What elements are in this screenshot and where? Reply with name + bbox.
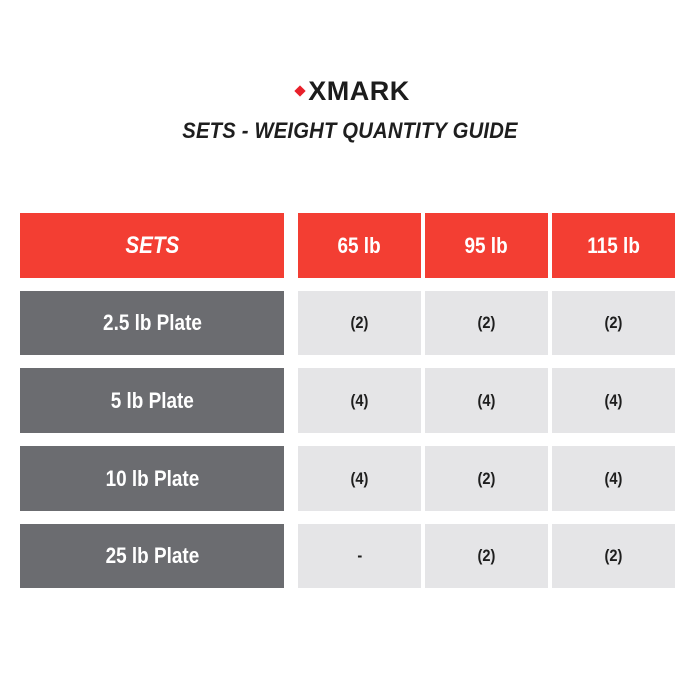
row-label: 2.5 lb Plate <box>102 310 202 335</box>
row-label-5lb: 5 lb Plate <box>20 368 284 433</box>
brand-logo: XMARK <box>0 76 700 106</box>
cell-value: - <box>357 546 362 565</box>
row-label-2-5lb: 2.5 lb Plate <box>20 291 284 355</box>
cell-value: (2) <box>477 468 496 488</box>
table-cell: - <box>298 524 421 588</box>
table-cell: (4) <box>298 368 421 433</box>
table-cell: (2) <box>552 524 675 588</box>
header-label: SETS <box>125 231 179 259</box>
cell-value: (4) <box>604 468 623 488</box>
table-cell: (2) <box>425 446 548 511</box>
cell-value: (2) <box>604 313 623 332</box>
row-label-25lb: 25 lb Plate <box>20 524 284 588</box>
cell-value: (4) <box>350 390 369 410</box>
row-label: 5 lb Plate <box>110 387 194 413</box>
header-cell-95lb: 95 lb <box>425 213 548 278</box>
cell-value: (2) <box>477 313 496 332</box>
header-cell-115lb: 115 lb <box>552 213 675 278</box>
table-cell: (4) <box>552 368 675 433</box>
header-cell-sets: SETS <box>20 213 284 278</box>
row-label-10lb: 10 lb Plate <box>20 446 284 511</box>
column-header: 95 lb <box>464 232 509 258</box>
table-cell: (2) <box>552 291 675 355</box>
cell-value: (2) <box>604 546 623 565</box>
table-cell: (4) <box>298 446 421 511</box>
diamond-icon <box>294 85 306 97</box>
table-cell: (2) <box>425 291 548 355</box>
header-cell-65lb: 65 lb <box>298 213 421 278</box>
cell-value: (4) <box>477 390 496 410</box>
row-label: 10 lb Plate <box>105 465 199 491</box>
cell-value: (2) <box>477 546 496 565</box>
table-cell: (2) <box>298 291 421 355</box>
table-cell: (4) <box>425 368 548 433</box>
brand-name: XMARK <box>308 76 410 106</box>
cell-value: (2) <box>350 313 369 332</box>
column-header: 115 lb <box>587 232 640 258</box>
cell-value: (4) <box>350 468 369 488</box>
page-title: SETS - WEIGHT QUANTITY GUIDE <box>182 118 518 143</box>
cell-value: (4) <box>604 390 623 410</box>
row-label: 25 lb Plate <box>105 543 199 568</box>
table-cell: (4) <box>552 446 675 511</box>
column-header: 65 lb <box>337 232 382 258</box>
table-cell: (2) <box>425 524 548 588</box>
